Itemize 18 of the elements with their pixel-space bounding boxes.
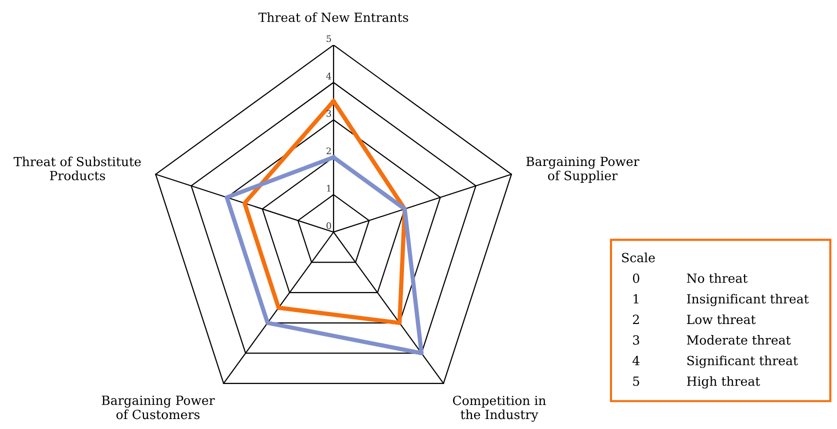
y-tick-label: 0 [326, 222, 332, 230]
text: 2 Low threat [632, 314, 756, 324]
text: 5 High threat [633, 376, 760, 389]
text: 3 Moderate threat [633, 335, 791, 345]
text: Scale [622, 252, 655, 262]
y-tick-label: 5 [326, 35, 331, 42]
y-tick-label: 1 [327, 184, 330, 192]
text: 0 No threat [632, 273, 748, 283]
spoke-label: Threat of Substitute Products [14, 156, 141, 180]
y-tick-label: 3 [326, 110, 332, 117]
text: 1 Insignificant threat [634, 294, 809, 306]
spoke-label: Bargaining Power of Supplier [526, 156, 640, 183]
spoke-label: Competition in the Industry [452, 396, 546, 422]
y-tick-label: 2 [326, 147, 331, 154]
spoke-label: Bargaining Power of Customers [102, 396, 215, 420]
spoke-label: Threat of New Entrants [258, 12, 408, 22]
text: 4 Significant threat [632, 356, 798, 368]
y-tick-label: 4 [326, 72, 332, 80]
